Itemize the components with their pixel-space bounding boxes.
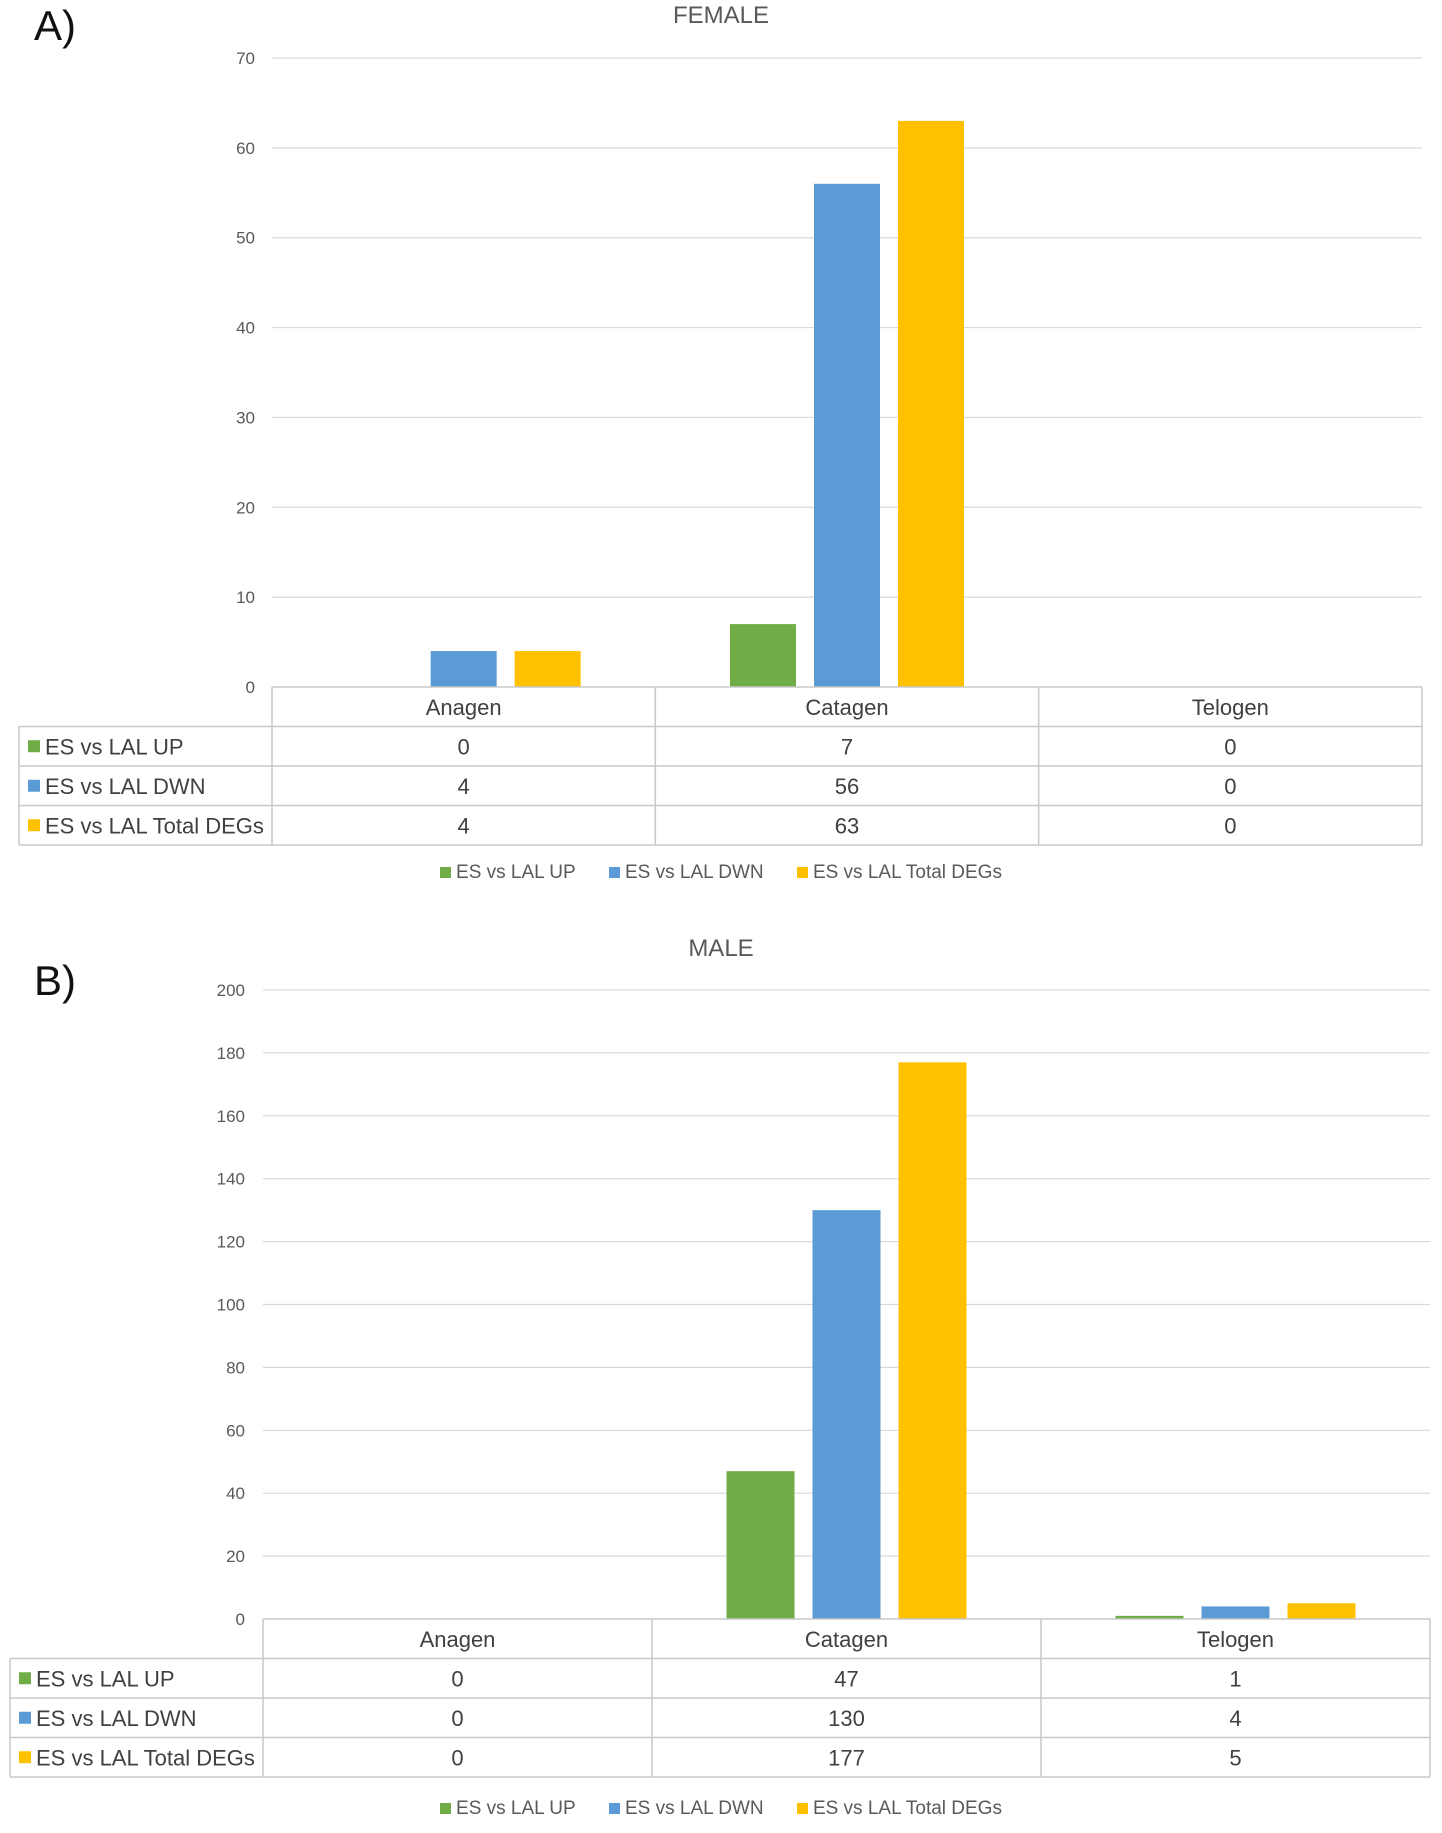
legend-item-dwn: ES vs LAL DWN bbox=[608, 1798, 764, 1820]
panel-label: B) bbox=[34, 957, 76, 1004]
table-cell-value: 177 bbox=[828, 1745, 865, 1770]
bar bbox=[898, 1062, 967, 1619]
panel-label: A) bbox=[34, 2, 76, 49]
legend-label: ES vs LAL UP bbox=[456, 862, 576, 883]
y-tick-label: 20 bbox=[236, 498, 255, 517]
y-tick-label: 10 bbox=[236, 588, 255, 607]
legend-swatch bbox=[796, 867, 808, 878]
bar bbox=[514, 651, 581, 687]
table-cell-value: 0 bbox=[451, 1666, 463, 1691]
y-tick-label: 0 bbox=[236, 1610, 245, 1629]
y-tick-label: 200 bbox=[217, 981, 245, 1000]
legend-item-total: ES vs LAL Total DEGs bbox=[796, 1798, 1002, 1820]
bar bbox=[1287, 1603, 1356, 1619]
legend-item-up: ES vs LAL UP bbox=[440, 862, 576, 884]
category-label: Telogen bbox=[1192, 695, 1269, 720]
y-tick-label: 180 bbox=[217, 1044, 245, 1063]
chart-legend: ES vs LAL UP ES vs LAL DWN ES vs LAL Tot… bbox=[0, 862, 1442, 884]
legend-key-swatch bbox=[28, 740, 40, 753]
legend-swatch bbox=[440, 1803, 452, 1814]
legend-key-swatch bbox=[19, 1711, 31, 1724]
legend-swatch bbox=[608, 867, 620, 878]
y-tick-label: 20 bbox=[226, 1547, 245, 1566]
chart-panel-female: A) FEMALE 0 10 20 30 40 50 60 70 Anagen Catagen Te… bbox=[0, 2, 1442, 884]
legend-key-swatch bbox=[28, 819, 40, 832]
category-label: Anagen bbox=[420, 1627, 496, 1652]
y-tick-label: 80 bbox=[226, 1358, 245, 1377]
bar bbox=[430, 651, 497, 687]
y-tick-label: 70 bbox=[236, 49, 255, 68]
series-label: ES vs LAL Total DEGs bbox=[45, 813, 264, 838]
table-cell-value: 1 bbox=[1229, 1666, 1241, 1691]
category-label: Telogen bbox=[1197, 1627, 1274, 1652]
table-cell-value: 56 bbox=[835, 774, 859, 799]
bar bbox=[898, 120, 964, 687]
legend-label: ES vs LAL Total DEGs bbox=[812, 1798, 1002, 1819]
bar bbox=[814, 183, 880, 688]
category-label: Anagen bbox=[426, 695, 502, 720]
y-tick-label: 40 bbox=[236, 319, 255, 338]
table-cell-value: 63 bbox=[835, 813, 859, 838]
bar bbox=[730, 624, 796, 687]
chart-title: MALE bbox=[688, 935, 754, 962]
legend-label: ES vs LAL UP bbox=[456, 1798, 576, 1819]
table-cell-value: 0 bbox=[451, 1745, 463, 1770]
table-cell-value: 5 bbox=[1229, 1745, 1241, 1770]
y-tick-label: 160 bbox=[217, 1107, 245, 1126]
series-label: ES vs LAL DWN bbox=[45, 774, 206, 799]
y-tick-label: 50 bbox=[236, 229, 255, 248]
y-tick-label: 120 bbox=[217, 1233, 245, 1252]
table-cell-value: 4 bbox=[458, 774, 470, 799]
legend-swatch bbox=[796, 1803, 808, 1814]
series-label: ES vs LAL UP bbox=[36, 1666, 175, 1691]
legend-item-up: ES vs LAL UP bbox=[440, 1798, 576, 1820]
legend-label: ES vs LAL DWN bbox=[624, 862, 764, 883]
bar bbox=[1201, 1606, 1270, 1619]
table-cell-value: 4 bbox=[1229, 1706, 1241, 1731]
y-tick-label: 40 bbox=[226, 1484, 245, 1503]
chart-title: FEMALE bbox=[672, 2, 770, 29]
legend-label: ES vs LAL Total DEGs bbox=[812, 862, 1002, 883]
table-cell-value: 47 bbox=[834, 1666, 858, 1691]
legend-key-swatch bbox=[19, 1751, 31, 1764]
table-cell-value: 0 bbox=[1224, 813, 1236, 838]
legend-swatch bbox=[608, 1803, 620, 1814]
table-cell-value: 7 bbox=[841, 734, 853, 759]
table-cell-value: 0 bbox=[451, 1706, 463, 1731]
legend-item-dwn: ES vs LAL DWN bbox=[608, 862, 764, 884]
y-tick-label: 100 bbox=[217, 1296, 245, 1315]
bar bbox=[812, 1210, 881, 1619]
table-cell-value: 0 bbox=[1224, 734, 1236, 759]
y-tick-label: 0 bbox=[246, 678, 255, 697]
category-label: Catagen bbox=[805, 695, 888, 720]
bar bbox=[1115, 1615, 1184, 1619]
chart-panel-male: B) MALE 0 20 40 60 80 100 120 140 160 180 200 Anage… bbox=[0, 925, 1442, 1833]
category-label: Catagen bbox=[805, 1627, 888, 1652]
table-cell-value: 0 bbox=[1224, 774, 1236, 799]
series-label: ES vs LAL DWN bbox=[36, 1706, 197, 1731]
legend-swatch bbox=[440, 867, 452, 878]
y-tick-label: 140 bbox=[217, 1170, 245, 1189]
legend-key-swatch bbox=[28, 779, 40, 792]
y-tick-label: 60 bbox=[226, 1421, 245, 1440]
legend-key-swatch bbox=[19, 1672, 31, 1685]
series-label: ES vs LAL Total DEGs bbox=[36, 1745, 255, 1770]
y-tick-label: 30 bbox=[236, 408, 255, 427]
series-label: ES vs LAL UP bbox=[45, 734, 184, 759]
chart-legend: ES vs LAL UP ES vs LAL DWN ES vs LAL Tot… bbox=[0, 1798, 1442, 1820]
bar bbox=[726, 1471, 795, 1619]
table-cell-value: 130 bbox=[828, 1706, 865, 1731]
legend-label: ES vs LAL DWN bbox=[624, 1798, 764, 1819]
legend-item-total: ES vs LAL Total DEGs bbox=[796, 862, 1002, 884]
table-cell-value: 4 bbox=[458, 813, 470, 838]
table-cell-value: 0 bbox=[458, 734, 470, 759]
y-tick-label: 60 bbox=[236, 139, 255, 158]
